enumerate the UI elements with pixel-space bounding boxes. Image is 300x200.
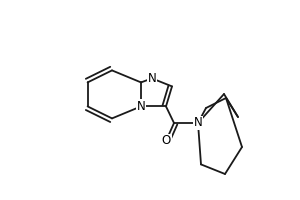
Text: N: N (136, 100, 146, 113)
Text: N: N (194, 116, 202, 130)
Text: O: O (161, 134, 171, 148)
Text: N: N (148, 72, 156, 85)
